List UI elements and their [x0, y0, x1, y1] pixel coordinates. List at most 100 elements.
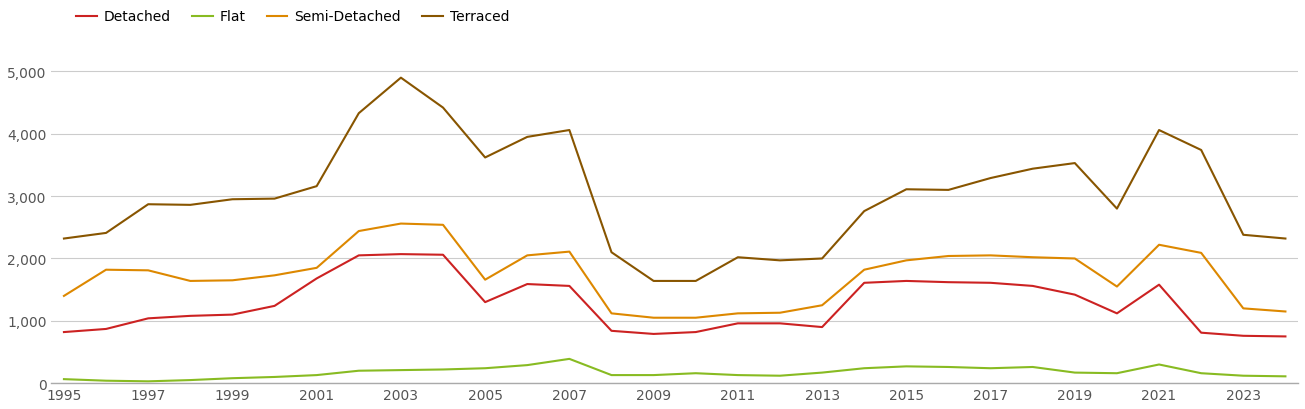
Terraced — [1024, 167, 1040, 172]
Detached — [983, 281, 998, 285]
Terraced — [814, 256, 830, 261]
Semi-Detached — [56, 294, 72, 299]
Flat — [1278, 374, 1293, 379]
Detached — [646, 332, 662, 337]
Detached — [266, 303, 282, 308]
Terraced — [224, 197, 240, 202]
Flat — [1109, 371, 1125, 376]
Semi-Detached — [941, 254, 957, 259]
Flat — [141, 379, 157, 384]
Line: Terraced: Terraced — [64, 79, 1285, 281]
Terraced — [688, 279, 703, 284]
Semi-Detached — [983, 253, 998, 258]
Flat — [561, 357, 577, 362]
Semi-Detached — [899, 258, 915, 263]
Semi-Detached — [1278, 309, 1293, 314]
Flat — [1193, 371, 1208, 376]
Semi-Detached — [856, 267, 872, 272]
Semi-Detached — [393, 222, 408, 227]
Flat — [1151, 362, 1167, 367]
Terraced — [1193, 148, 1208, 153]
Detached — [604, 328, 620, 333]
Flat — [856, 366, 872, 371]
Flat — [183, 378, 198, 382]
Detached — [856, 281, 872, 285]
Flat — [604, 373, 620, 378]
Terraced — [941, 188, 957, 193]
Terraced — [983, 176, 998, 181]
Flat — [773, 373, 788, 378]
Semi-Detached — [1109, 284, 1125, 289]
Flat — [98, 378, 114, 383]
Terraced — [435, 106, 450, 111]
Detached — [224, 312, 240, 317]
Terraced — [646, 279, 662, 284]
Detached — [1193, 330, 1208, 335]
Detached — [1236, 333, 1251, 338]
Line: Semi-Detached: Semi-Detached — [64, 224, 1285, 318]
Detached — [1024, 284, 1040, 289]
Terraced — [183, 203, 198, 208]
Detached — [98, 327, 114, 332]
Detached — [1151, 283, 1167, 288]
Flat — [1067, 370, 1083, 375]
Semi-Detached — [435, 223, 450, 228]
Detached — [1109, 311, 1125, 316]
Semi-Detached — [646, 315, 662, 320]
Semi-Detached — [519, 253, 535, 258]
Detached — [56, 330, 72, 335]
Legend: Detached, Flat, Semi-Detached, Terraced: Detached, Flat, Semi-Detached, Terraced — [70, 5, 514, 30]
Detached — [519, 282, 535, 287]
Flat — [224, 376, 240, 381]
Flat — [1024, 365, 1040, 370]
Terraced — [478, 156, 493, 161]
Flat — [309, 373, 325, 378]
Semi-Detached — [1151, 243, 1167, 247]
Flat — [435, 367, 450, 372]
Semi-Detached — [561, 249, 577, 254]
Detached — [941, 280, 957, 285]
Terraced — [729, 255, 745, 260]
Detached — [393, 252, 408, 257]
Semi-Detached — [814, 303, 830, 308]
Detached — [561, 284, 577, 289]
Terraced — [309, 184, 325, 189]
Terraced — [519, 135, 535, 140]
Line: Flat: Flat — [64, 359, 1285, 381]
Detached — [729, 321, 745, 326]
Detached — [478, 300, 493, 305]
Terraced — [1236, 233, 1251, 238]
Terraced — [141, 202, 157, 207]
Flat — [266, 375, 282, 380]
Semi-Detached — [604, 311, 620, 316]
Terraced — [1151, 128, 1167, 133]
Flat — [983, 366, 998, 371]
Semi-Detached — [1024, 255, 1040, 260]
Flat — [688, 371, 703, 376]
Detached — [814, 325, 830, 330]
Semi-Detached — [478, 278, 493, 283]
Detached — [141, 316, 157, 321]
Semi-Detached — [729, 311, 745, 316]
Semi-Detached — [773, 310, 788, 315]
Terraced — [1067, 161, 1083, 166]
Flat — [729, 373, 745, 378]
Terraced — [899, 187, 915, 192]
Semi-Detached — [141, 268, 157, 273]
Terraced — [56, 236, 72, 241]
Terraced — [393, 76, 408, 81]
Semi-Detached — [688, 315, 703, 320]
Semi-Detached — [1236, 306, 1251, 311]
Semi-Detached — [224, 278, 240, 283]
Flat — [56, 377, 72, 382]
Semi-Detached — [351, 229, 367, 234]
Semi-Detached — [1193, 251, 1208, 256]
Line: Detached: Detached — [64, 254, 1285, 337]
Terraced — [266, 197, 282, 202]
Flat — [393, 368, 408, 373]
Flat — [478, 366, 493, 371]
Detached — [435, 253, 450, 258]
Semi-Detached — [1067, 256, 1083, 261]
Detached — [309, 276, 325, 281]
Terraced — [561, 128, 577, 133]
